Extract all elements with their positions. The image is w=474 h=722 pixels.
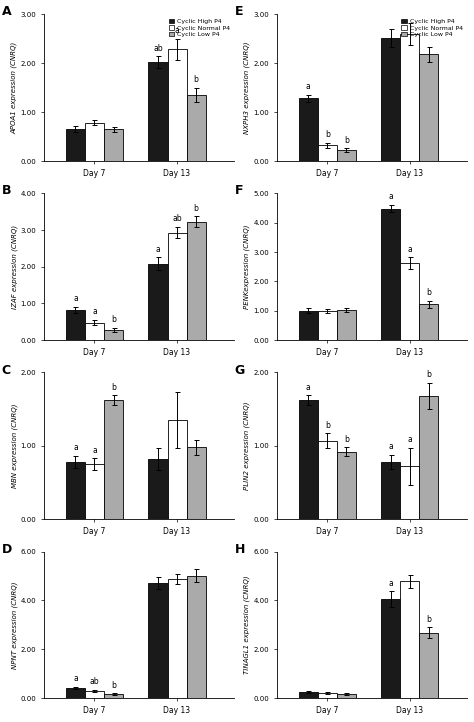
Y-axis label: MBN expression (CNRQ): MBN expression (CNRQ): [11, 404, 18, 488]
Bar: [337, 452, 356, 519]
Text: b: b: [427, 288, 431, 297]
Bar: [167, 579, 187, 698]
Text: H: H: [235, 543, 245, 556]
Text: B: B: [2, 185, 11, 198]
Bar: [85, 464, 104, 519]
Text: b: b: [427, 614, 431, 624]
Y-axis label: TINAGL1 expression (CNRQ): TINAGL1 expression (CNRQ): [244, 575, 250, 674]
Bar: [85, 690, 104, 698]
Text: b: b: [111, 316, 116, 324]
Text: a: a: [92, 308, 97, 316]
Text: a: a: [306, 383, 310, 391]
Text: ab: ab: [153, 43, 163, 53]
Bar: [318, 693, 337, 698]
Bar: [187, 448, 206, 519]
Bar: [401, 34, 419, 161]
Text: a: a: [306, 82, 310, 91]
Bar: [85, 323, 104, 340]
Bar: [381, 462, 401, 519]
Text: a: a: [92, 445, 97, 455]
Bar: [401, 264, 419, 340]
Bar: [104, 330, 123, 340]
Bar: [148, 459, 167, 519]
Bar: [381, 209, 401, 340]
Bar: [187, 95, 206, 161]
Text: a: a: [389, 192, 393, 201]
Text: b: b: [194, 204, 199, 213]
Bar: [299, 400, 318, 519]
Bar: [148, 264, 167, 340]
Text: E: E: [235, 5, 243, 18]
Bar: [104, 694, 123, 698]
Bar: [318, 440, 337, 519]
Bar: [148, 62, 167, 161]
Text: a: a: [175, 26, 180, 35]
Text: b: b: [325, 421, 330, 430]
Bar: [104, 129, 123, 161]
Bar: [381, 599, 401, 698]
Text: b: b: [111, 383, 116, 391]
Bar: [148, 583, 167, 698]
Bar: [167, 420, 187, 519]
Y-axis label: PENKexpression (CNRQ): PENKexpression (CNRQ): [244, 225, 250, 309]
Bar: [167, 232, 187, 340]
Bar: [419, 305, 438, 340]
Bar: [299, 692, 318, 698]
Y-axis label: IZAF expression (CNRQ): IZAF expression (CNRQ): [11, 225, 18, 309]
Y-axis label: NPNT expression (CNRQ): NPNT expression (CNRQ): [11, 581, 18, 669]
Text: a: a: [389, 442, 393, 451]
Text: b: b: [344, 435, 349, 443]
Bar: [85, 123, 104, 161]
Text: a: a: [73, 674, 78, 683]
Legend: Cyclic High P4, Cyclic Normal P4, Cyclic Low P4: Cyclic High P4, Cyclic Normal P4, Cyclic…: [400, 17, 464, 38]
Bar: [66, 688, 85, 698]
Text: a: a: [155, 245, 160, 253]
Bar: [318, 310, 337, 340]
Y-axis label: APOA1 expression (CNRQ): APOA1 expression (CNRQ): [11, 41, 18, 134]
Text: F: F: [235, 185, 243, 198]
Bar: [66, 129, 85, 161]
Bar: [167, 49, 187, 161]
Text: b: b: [194, 75, 199, 84]
Text: a: a: [389, 579, 393, 588]
Bar: [337, 150, 356, 161]
Text: ab: ab: [90, 677, 100, 686]
Bar: [318, 145, 337, 161]
Text: G: G: [235, 364, 245, 377]
Text: A: A: [2, 5, 11, 18]
Bar: [401, 581, 419, 698]
Legend: Cyclic High P4, Cyclic Normal P4, Cyclic Low P4: Cyclic High P4, Cyclic Normal P4, Cyclic…: [167, 17, 231, 38]
Text: C: C: [2, 364, 11, 377]
Bar: [187, 575, 206, 698]
Bar: [104, 400, 123, 519]
Text: a: a: [408, 245, 412, 253]
Bar: [299, 98, 318, 161]
Y-axis label: PLIN2 expression (CNRQ): PLIN2 expression (CNRQ): [244, 401, 250, 490]
Bar: [66, 462, 85, 519]
Text: a: a: [73, 295, 78, 303]
Text: a: a: [408, 435, 412, 445]
Text: b: b: [325, 130, 330, 139]
Text: ab: ab: [172, 214, 182, 223]
Text: a: a: [73, 443, 78, 453]
Bar: [299, 310, 318, 340]
Bar: [419, 54, 438, 161]
Bar: [337, 310, 356, 340]
Bar: [66, 310, 85, 340]
Y-axis label: NXPH3 expression (CNRQ): NXPH3 expression (CNRQ): [244, 41, 250, 134]
Bar: [381, 38, 401, 161]
Text: b: b: [344, 136, 349, 144]
Bar: [401, 466, 419, 519]
Bar: [187, 222, 206, 340]
Bar: [419, 396, 438, 519]
Text: b: b: [111, 681, 116, 690]
Bar: [337, 694, 356, 698]
Bar: [419, 632, 438, 698]
Text: D: D: [2, 543, 12, 556]
Text: b: b: [427, 370, 431, 379]
